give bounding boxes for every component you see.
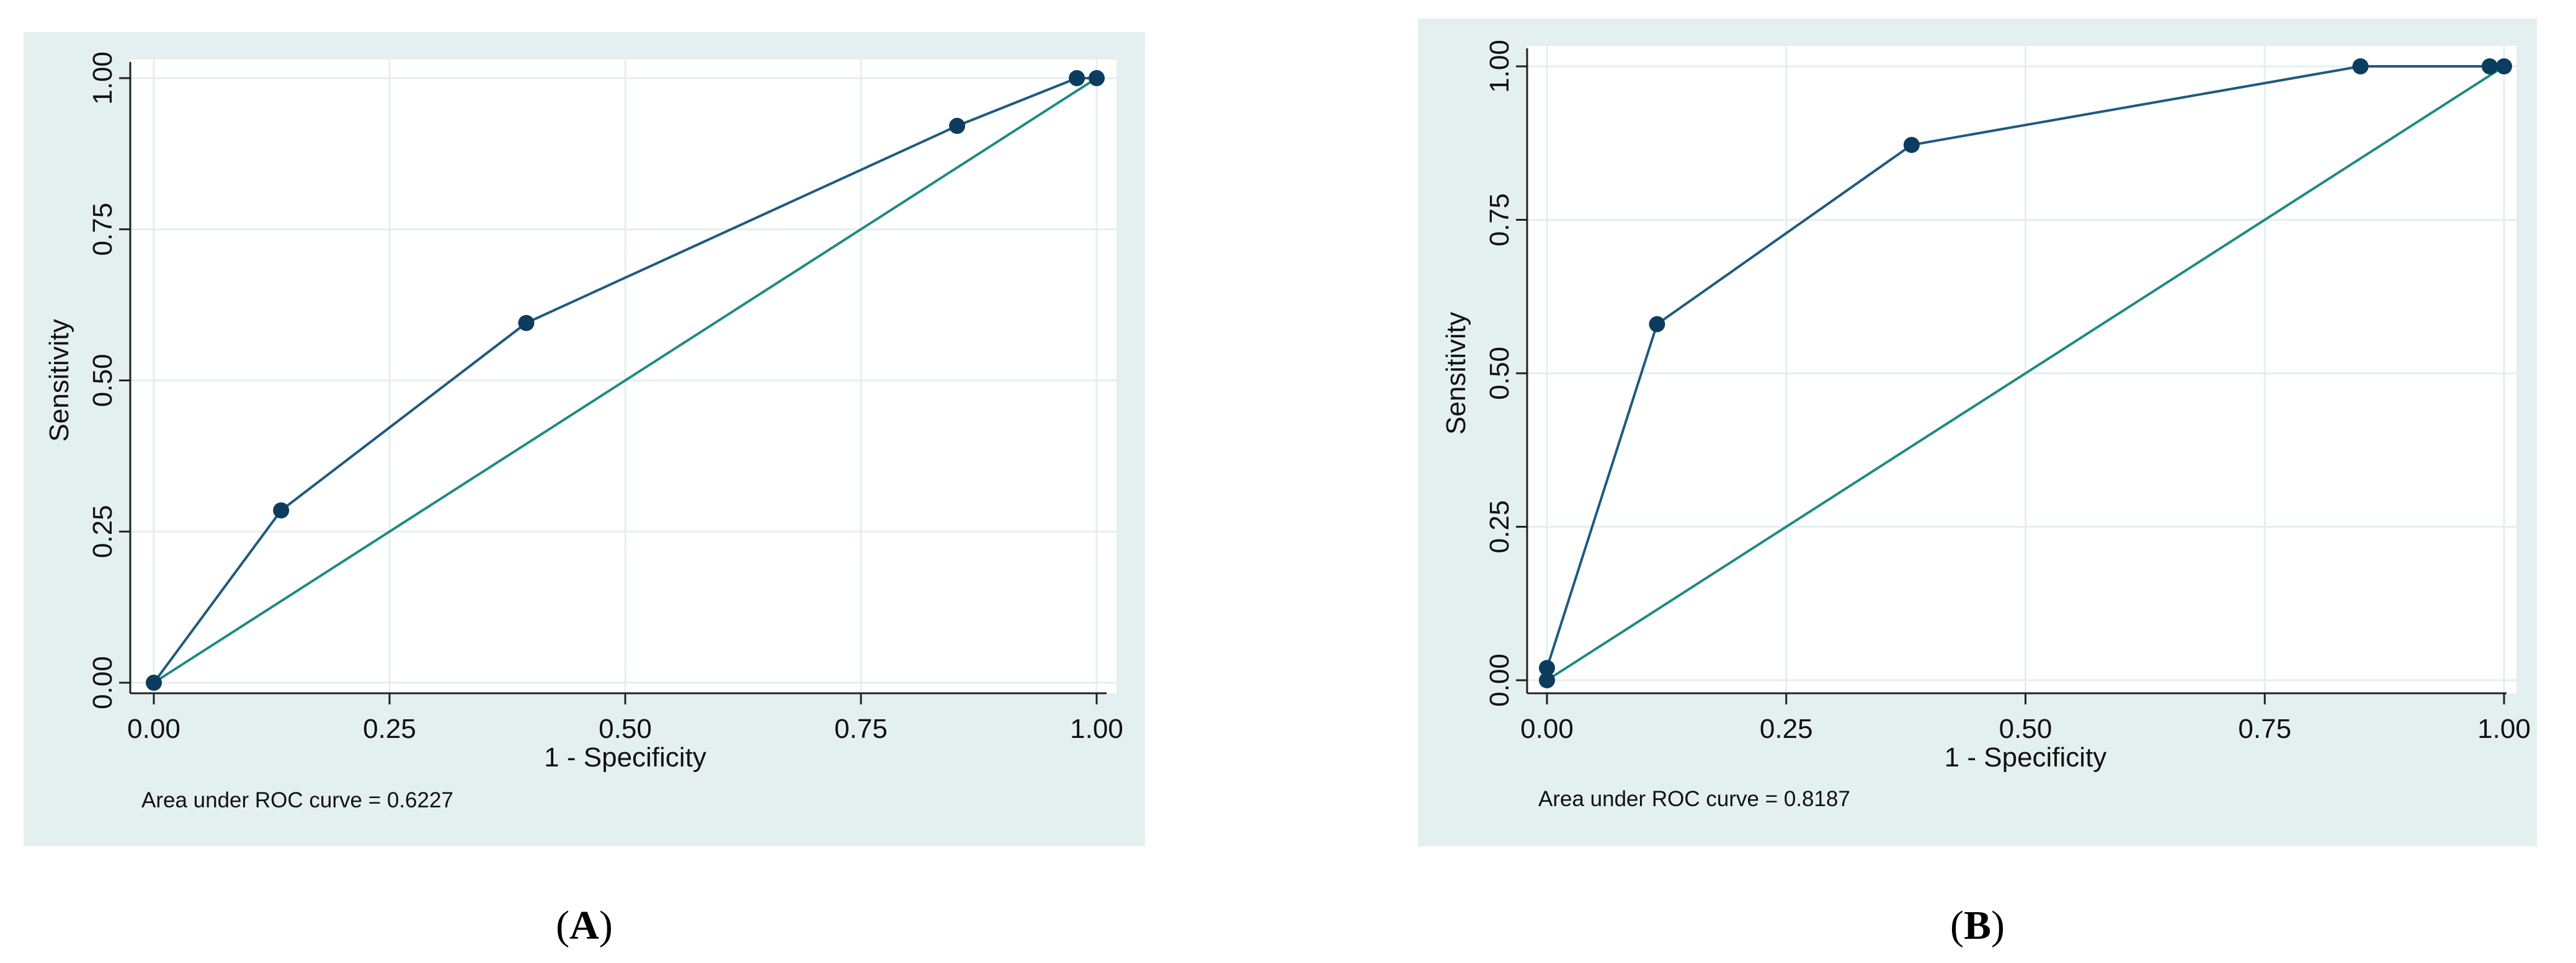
x-tick-label: 0.75 — [834, 714, 888, 744]
y-tick-label: 1.00 — [87, 51, 118, 105]
caption-close-paren: ) — [599, 903, 613, 948]
roc-point — [2496, 58, 2512, 74]
x-tick-label: 0.50 — [1999, 714, 2052, 744]
x-tick-label: 0.75 — [2238, 714, 2291, 744]
panel-caption: (A) — [556, 903, 613, 948]
roc-point — [949, 118, 966, 135]
roc-point — [1649, 316, 1665, 332]
x-tick-label: 0.25 — [1760, 714, 1813, 744]
x-tick-label: 0.25 — [363, 714, 416, 744]
y-tick-label: 0.75 — [1484, 193, 1515, 247]
roc-point — [2352, 58, 2369, 74]
x-tick-label: 1.00 — [2477, 714, 2531, 744]
roc-chart-a: 0.00 0.25 0.50 0.75 1.00 0.00 0.25 0.50 0.75 1.00… — [24, 32, 1145, 948]
roc-point — [518, 314, 535, 331]
auc-annotation: Area under ROC curve = 0.8187 — [1538, 787, 1850, 811]
y-tick-label: 0.50 — [87, 354, 118, 407]
roc-point — [2481, 58, 2498, 74]
x-axis-title: 1 - Specificity — [1945, 742, 2107, 773]
reference-line — [153, 77, 1098, 684]
plot-area — [1527, 46, 2516, 693]
panel-b: 0.00 0.25 0.50 0.75 1.00 0.00 0.25 0.50 0.75 1.00… — [1288, 0, 2576, 963]
roc-point — [1903, 136, 1920, 153]
y-axis-title: Sensitivity — [1441, 312, 1471, 435]
y-tick-label: 1.00 — [1484, 40, 1515, 93]
caption-open-paren: ( — [1950, 903, 1964, 948]
plot-area — [130, 60, 1116, 693]
auc-annotation: Area under ROC curve = 0.6227 — [141, 788, 453, 812]
x-axis-title: 1 - Specificity — [544, 742, 706, 773]
y-tick-label: 0.25 — [1484, 500, 1515, 554]
roc-point — [273, 502, 290, 519]
y-tick-label: 0.00 — [1484, 654, 1515, 707]
roc-point — [1539, 672, 1555, 688]
reference-line — [1546, 65, 2505, 681]
roc-point — [1539, 660, 1555, 677]
y-tick-label: 0.50 — [1484, 347, 1515, 400]
caption-letter: B — [1964, 903, 1991, 948]
x-tick-label: 0.00 — [127, 714, 180, 744]
roc-chart-b: 0.00 0.25 0.50 0.75 1.00 0.00 0.25 0.50 0.75 1.00… — [1418, 19, 2537, 948]
roc-point — [146, 675, 162, 691]
x-tick-label: 0.00 — [1520, 714, 1574, 744]
panel-caption: (B) — [1950, 903, 2005, 948]
x-tick-label: 1.00 — [1070, 714, 1123, 744]
caption-open-paren: ( — [556, 903, 569, 948]
y-tick-label: 0.75 — [87, 203, 118, 256]
x-tick-label: 0.50 — [599, 714, 652, 744]
caption-letter: A — [569, 903, 599, 948]
y-tick-label: 0.25 — [87, 505, 118, 558]
roc-point — [1069, 70, 1085, 86]
y-tick-label: 0.00 — [87, 656, 118, 709]
panel-a: 0.00 0.25 0.50 0.75 1.00 0.00 0.25 0.50 0.75 1.00… — [24, 32, 1145, 948]
caption-close-paren: ) — [1991, 903, 2005, 948]
y-axis-title: Sensitivity — [44, 319, 74, 442]
roc-point — [1089, 70, 1105, 86]
